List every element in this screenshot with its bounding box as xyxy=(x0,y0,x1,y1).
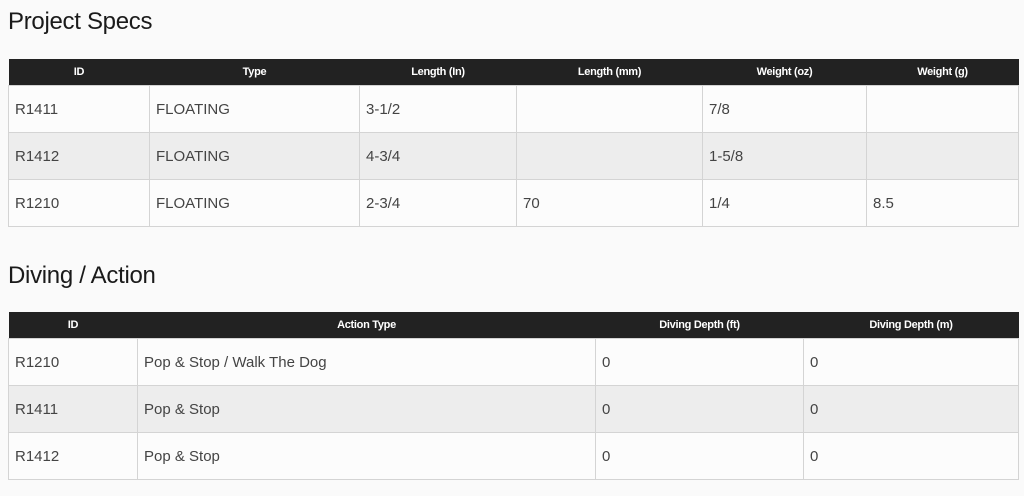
table-cell: 7/8 xyxy=(702,85,867,133)
column-header: Action Type xyxy=(137,312,596,339)
table-cell xyxy=(866,132,1019,180)
table-cell: 1/4 xyxy=(702,179,867,227)
table-cell: 1-5/8 xyxy=(702,132,867,180)
table-cell: 0 xyxy=(803,385,1019,433)
table-row: R1411 FLOATING 3-1/2 7/8 xyxy=(8,85,1019,133)
table-cell xyxy=(516,85,703,133)
table-cell: 0 xyxy=(595,432,804,480)
table-cell: FLOATING xyxy=(149,179,360,227)
column-header: Diving Depth (ft) xyxy=(595,312,804,339)
table-cell: R1412 xyxy=(8,132,150,180)
table-row: R1411 Pop & Stop 0 0 xyxy=(8,385,1019,433)
table-cell: FLOATING xyxy=(149,132,360,180)
column-header: Weight (g) xyxy=(866,59,1019,86)
table-cell: 70 xyxy=(516,179,703,227)
table-row: R1210 Pop & Stop / Walk The Dog 0 0 xyxy=(8,338,1019,386)
table-cell: Pop & Stop xyxy=(137,385,596,433)
table-cell: R1411 xyxy=(8,85,150,133)
table-cell: 0 xyxy=(803,432,1019,480)
table-cell: Pop & Stop / Walk The Dog xyxy=(137,338,596,386)
table-cell: 0 xyxy=(803,338,1019,386)
table-row: R1412 Pop & Stop 0 0 xyxy=(8,432,1019,480)
table-cell: R1210 xyxy=(8,338,138,386)
table-cell: R1210 xyxy=(8,179,150,227)
table-header-row: ID Action Type Diving Depth (ft) Diving … xyxy=(8,312,1019,339)
table-cell: R1412 xyxy=(8,432,138,480)
table-cell: FLOATING xyxy=(149,85,360,133)
table-cell xyxy=(516,132,703,180)
project-specs-heading: Project Specs xyxy=(8,8,153,35)
column-header: ID xyxy=(8,59,150,86)
table-header-row: ID Type Length (In) Length (mm) Weight (… xyxy=(8,59,1019,86)
table-cell: 0 xyxy=(595,385,804,433)
column-header: ID xyxy=(8,312,138,339)
table-cell: R1411 xyxy=(8,385,138,433)
column-header: Length (In) xyxy=(359,59,517,86)
column-header: Diving Depth (m) xyxy=(803,312,1019,339)
diving-action-table: ID Action Type Diving Depth (ft) Diving … xyxy=(8,312,1019,480)
column-header: Length (mm) xyxy=(516,59,703,86)
table-cell: 3-1/2 xyxy=(359,85,517,133)
column-header: Weight (oz) xyxy=(702,59,867,86)
table-cell: 0 xyxy=(595,338,804,386)
table-cell xyxy=(866,85,1019,133)
table-row: R1412 FLOATING 4-3/4 1-5/8 xyxy=(8,132,1019,180)
table-cell: 2-3/4 xyxy=(359,179,517,227)
column-header: Type xyxy=(149,59,360,86)
diving-action-heading: Diving / Action xyxy=(8,262,156,289)
table-row: R1210 FLOATING 2-3/4 70 1/4 8.5 xyxy=(8,179,1019,227)
table-cell: Pop & Stop xyxy=(137,432,596,480)
table-cell: 4-3/4 xyxy=(359,132,517,180)
project-specs-table: ID Type Length (In) Length (mm) Weight (… xyxy=(8,59,1019,227)
table-cell: 8.5 xyxy=(866,179,1019,227)
